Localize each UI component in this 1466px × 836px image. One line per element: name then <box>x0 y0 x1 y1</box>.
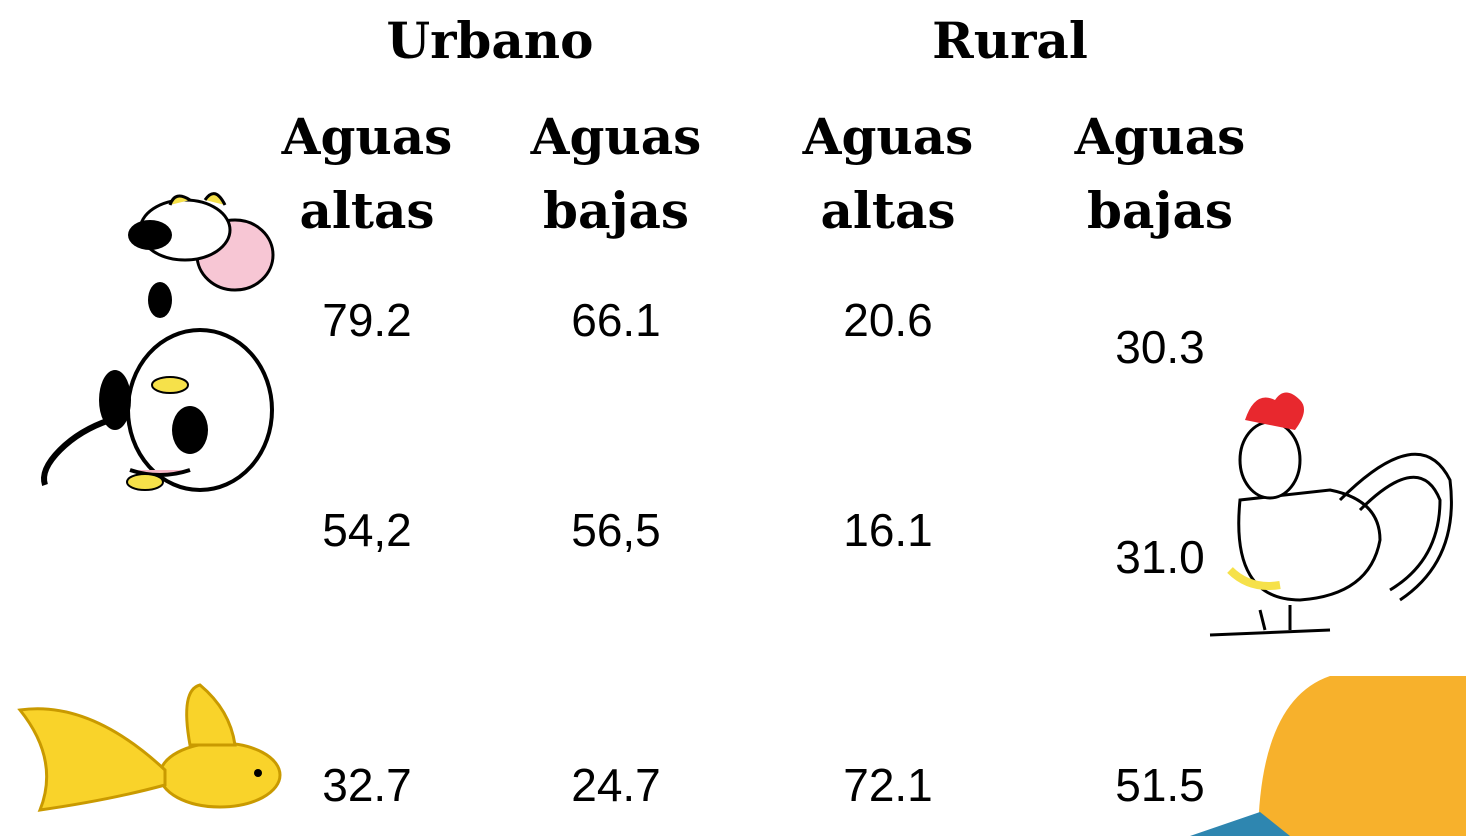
table-cell: 16.1 <box>843 504 933 556</box>
table-cell: 54,2 <box>322 504 412 556</box>
table-cell: 56,5 <box>571 504 661 556</box>
cow-illustration <box>41 192 275 492</box>
orange-decoration <box>1190 676 1466 836</box>
rooster-illustration <box>1209 392 1453 637</box>
column-header: Aguas altas <box>281 107 453 240</box>
table-cell: 24.7 <box>571 759 661 811</box>
group-header: Rural <box>932 11 1088 70</box>
column-header: Aguas altas <box>802 107 974 240</box>
table-cell: 66.1 <box>571 294 661 346</box>
table-cell: 31.0 <box>1115 531 1205 583</box>
table-cell: 20.6 <box>843 294 933 346</box>
table-cell: 79.2 <box>322 294 412 346</box>
group-header: Urbano <box>386 11 594 70</box>
table-cell: 72.1 <box>843 759 933 811</box>
column-header: Aguas bajas <box>1074 107 1246 240</box>
table-cell: 32.7 <box>322 759 412 811</box>
fish-illustration <box>17 683 282 812</box>
column-header: Aguas bajas <box>530 107 702 240</box>
table-cell: 51.5 <box>1115 759 1205 811</box>
table-cell: 30.3 <box>1115 321 1205 373</box>
